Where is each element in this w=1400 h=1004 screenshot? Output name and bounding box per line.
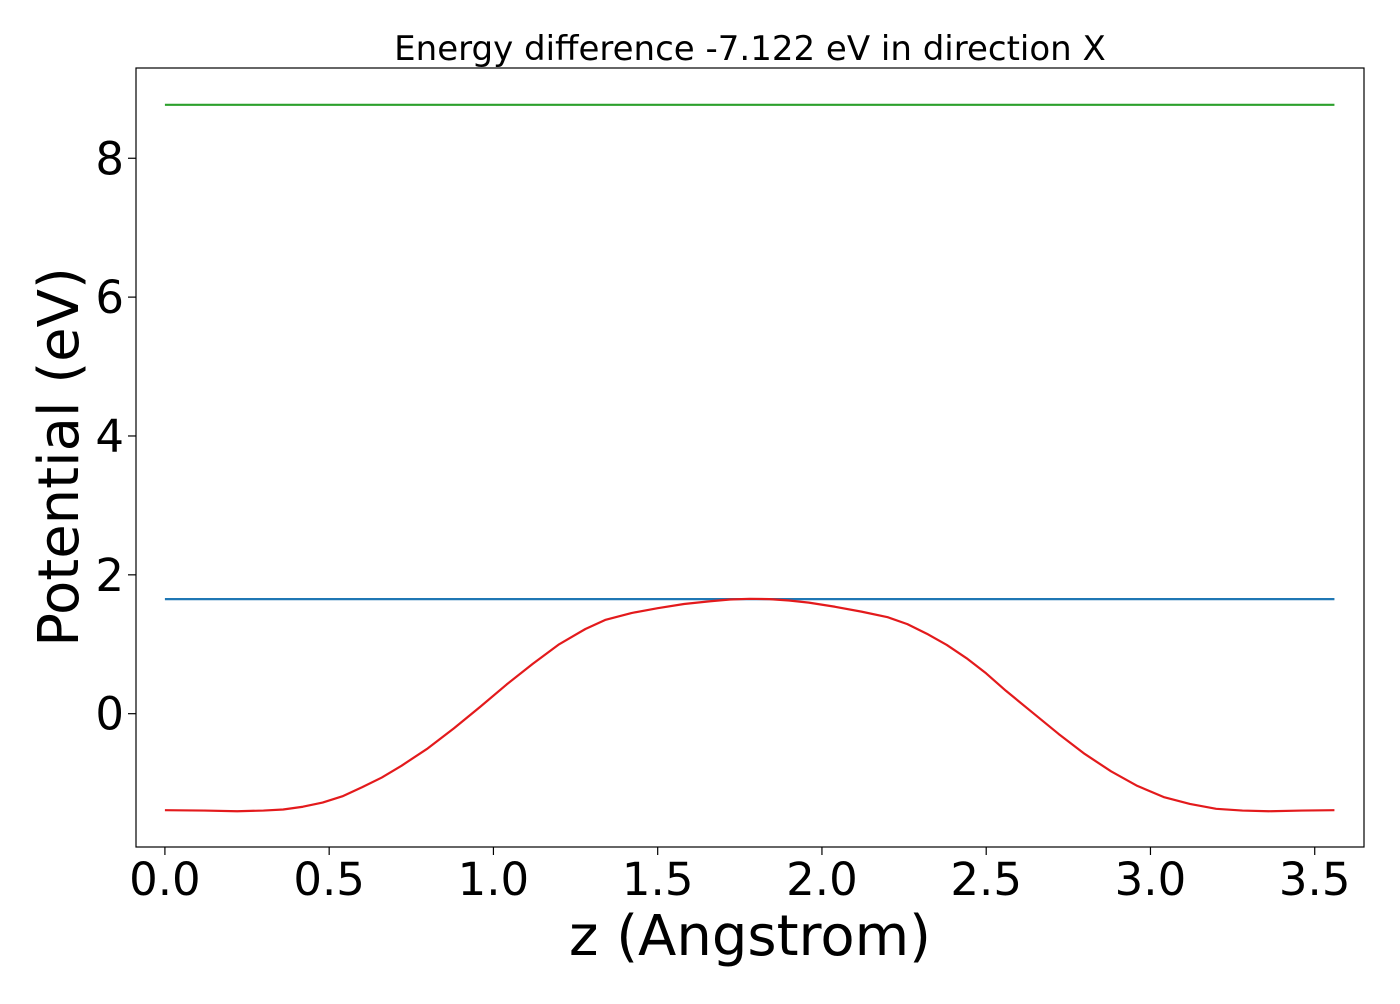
x-tick-label: 2.0 — [786, 853, 858, 906]
y-axis-label: Potential (eV) — [27, 267, 92, 647]
x-tick-label: 2.5 — [950, 853, 1022, 906]
chart-title: Energy difference -7.122 eV in direction… — [394, 29, 1106, 69]
y-tick-label: 4 — [95, 410, 124, 463]
x-tick-label: 0.5 — [293, 853, 365, 906]
y-axis: 0 2 4 6 8 — [95, 132, 136, 741]
x-tick-label: 1.5 — [622, 853, 694, 906]
x-tick-label: 3.5 — [1279, 853, 1351, 906]
x-tick-label: 3.0 — [1115, 853, 1187, 906]
x-tick-label: 1.0 — [458, 853, 530, 906]
series-layer — [164, 103, 1335, 813]
y-tick-label: 2 — [95, 549, 124, 602]
x-tick-label: 0.0 — [129, 853, 201, 906]
y-tick-label: 6 — [95, 271, 124, 324]
x-axis-label: z (Angstrom) — [569, 904, 931, 969]
plot-frame — [135, 67, 1365, 848]
y-tick-label: 8 — [95, 132, 124, 185]
y-tick-label: 0 — [95, 688, 124, 741]
x-axis: 0.0 0.5 1.0 1.5 2.0 2.5 3.0 3.5 — [129, 847, 1351, 906]
series-line-2 — [164, 597, 1335, 813]
